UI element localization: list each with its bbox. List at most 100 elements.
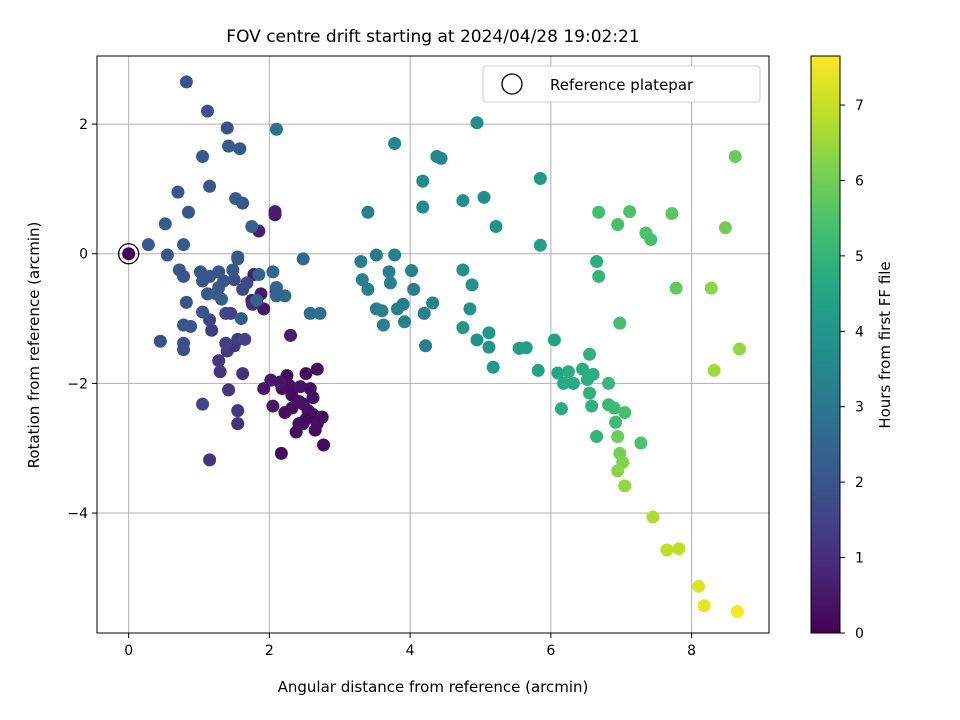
scatter-point [315, 410, 329, 424]
colorbar-ticks: 0 1 2 3 4 5 6 7 [840, 98, 864, 642]
scatter-point [153, 334, 167, 348]
y-tick-label: −4 [67, 506, 88, 522]
scatter-point [217, 274, 231, 288]
scatter-point [313, 306, 327, 320]
scatter-point [376, 318, 390, 332]
scatter-point [456, 263, 470, 277]
scatter-point [215, 292, 229, 306]
scatter-point [245, 220, 259, 234]
scatter-point [160, 248, 174, 262]
scatter-point [219, 336, 233, 350]
scatter-point [196, 149, 210, 163]
scatter-point [388, 248, 402, 262]
scatter-point [592, 269, 606, 283]
scatter-point [274, 446, 288, 460]
scatter-point [554, 402, 568, 416]
scatter-point [566, 376, 580, 390]
scatter-point [665, 207, 679, 221]
scatter-point [354, 255, 368, 269]
scatter-point [470, 116, 484, 130]
scatter-point [220, 121, 234, 135]
scatter-point [177, 269, 191, 283]
scatter-point [470, 333, 484, 347]
scatter-point [718, 221, 732, 235]
scatter-point [252, 267, 266, 281]
scatter-point [434, 151, 448, 165]
scatter-point [634, 436, 648, 450]
scatter-point [296, 252, 310, 266]
scatter-point [611, 464, 625, 478]
legend-label-reference: Reference platepar [550, 76, 694, 94]
scatter-point [278, 289, 292, 303]
colorbar-tick-label: 2 [855, 475, 864, 491]
scatter-point [611, 430, 625, 444]
scatter-point [456, 194, 470, 208]
scatter-point [236, 367, 250, 381]
scatter-point [463, 302, 477, 316]
scatter-point [730, 605, 744, 619]
scatter-point [465, 278, 479, 292]
scatter-point [203, 179, 217, 193]
y-tick-label: 0 [79, 247, 88, 263]
scatter-point [355, 273, 369, 287]
scatter-point [704, 281, 718, 295]
scatter-point [171, 185, 185, 199]
x-axis-label: Angular distance from reference (arcmin) [278, 678, 589, 696]
scatter-point [257, 382, 271, 396]
colorbar-gradient [810, 55, 841, 634]
scatter-point [231, 250, 245, 264]
scatter-point [141, 238, 155, 252]
x-tick-label: 4 [406, 643, 415, 659]
scatter-point [618, 406, 632, 420]
scatter-point [196, 305, 210, 319]
scatter-point [660, 543, 674, 557]
scatter-point [576, 362, 590, 376]
scatter-point [618, 479, 632, 493]
scatter-point [561, 365, 575, 379]
scatter-point [602, 376, 616, 390]
scatter-point [236, 282, 250, 296]
scatter-point [486, 360, 500, 374]
scatter-point [707, 363, 721, 377]
scatter-point [669, 281, 683, 295]
scatter-point [732, 342, 746, 356]
scatter-point [583, 386, 597, 400]
scatter-point [219, 306, 233, 320]
scatter-point [419, 339, 433, 353]
scatter-point [398, 315, 412, 329]
legend-marker-reference [501, 73, 523, 95]
x-tick-label: 0 [124, 643, 133, 659]
scatter-point [728, 149, 742, 163]
scatter-point [375, 304, 389, 318]
scatter-point [416, 174, 430, 188]
scatter-point [405, 264, 419, 278]
scatter-point [205, 323, 219, 337]
scatter-point [396, 297, 410, 311]
scatter-point [609, 415, 623, 429]
scatter-point [293, 380, 307, 394]
scatter-point [382, 265, 396, 279]
scatter-point [692, 579, 706, 593]
scatter-point [456, 321, 470, 335]
scatter-point [227, 273, 241, 287]
scatter-point [388, 137, 402, 151]
scatter-point [222, 139, 236, 153]
scatter-point [533, 172, 547, 186]
scatter-point [212, 354, 226, 368]
scatter-point [417, 306, 431, 320]
colorbar-tick-label: 3 [855, 400, 864, 416]
y-axis-ticks: 2 0 −2 −4 [67, 117, 97, 522]
scatter-point [482, 326, 496, 340]
scatter-point [196, 397, 210, 411]
scatter-point [284, 328, 298, 342]
scatter-point [611, 218, 625, 232]
scatter-point [613, 316, 627, 330]
plot-area-frame [96, 55, 770, 634]
scatter-point [269, 122, 283, 136]
scatter-point [299, 367, 313, 381]
scatter-point [122, 247, 136, 261]
y-tick-label: 2 [79, 117, 88, 133]
scatter-point [308, 423, 322, 437]
scatter-point [310, 362, 324, 376]
